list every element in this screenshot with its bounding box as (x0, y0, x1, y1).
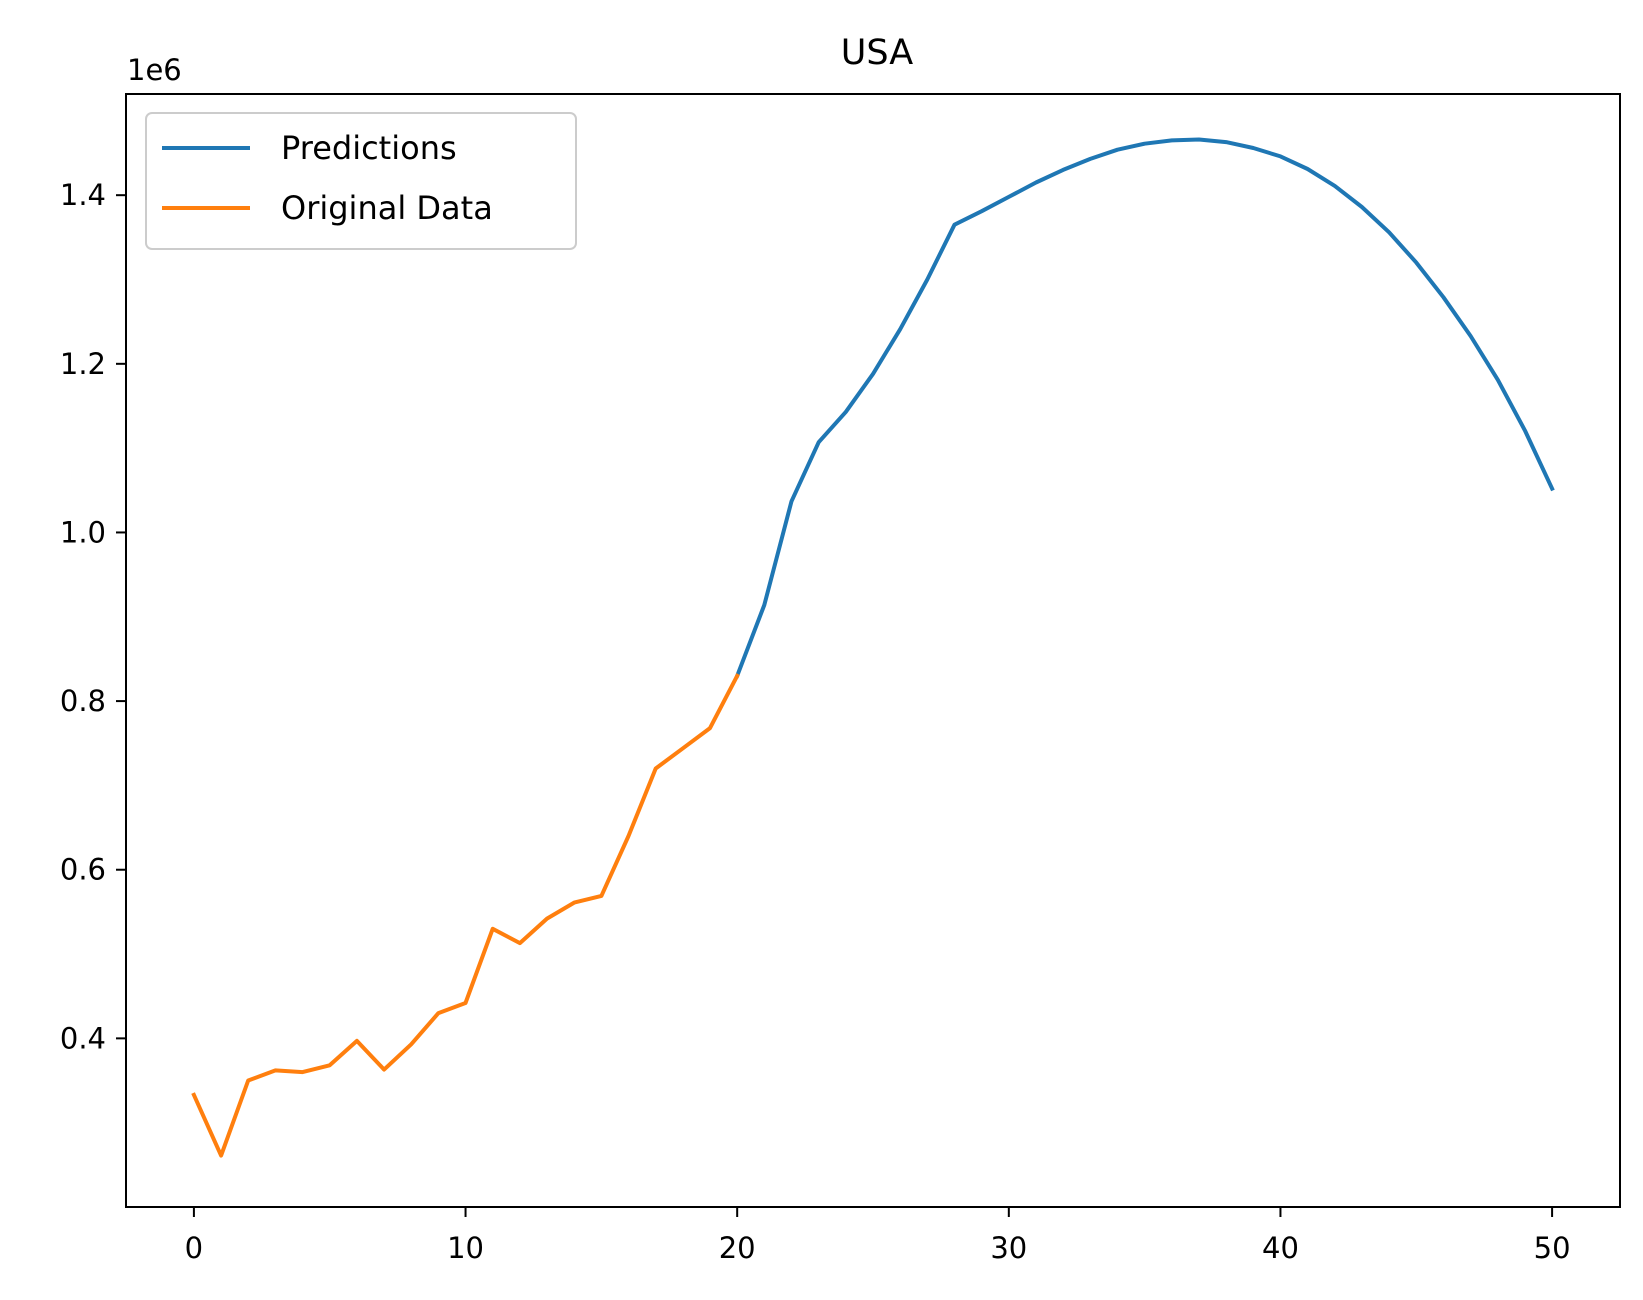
x-tick-label: 10 (447, 1231, 484, 1265)
y-axis: 0.4 0.6 0.8 1.0 1.2 1.4 (60, 178, 126, 1055)
x-tick-label: 40 (1262, 1231, 1299, 1265)
y-tick-label: 1.2 (60, 347, 106, 381)
y-tick-label: 0.8 (60, 684, 106, 718)
legend-box (145, 112, 577, 250)
x-tick-label: 30 (990, 1231, 1027, 1265)
x-tick-label: 20 (719, 1231, 756, 1265)
series-layer (191, 137, 1555, 1158)
y-axis-offset-label: 1e6 (127, 53, 182, 87)
chart-title: USA (841, 33, 913, 73)
series-line-predictions (734, 137, 1555, 679)
y-tick-label: 0.6 (60, 853, 106, 887)
plot-area: 0 10 20 30 40 50 0.4 0.6 0.8 1.0 1.2 1.4 (60, 93, 1621, 1265)
legend-label-original-data: Original Data (281, 189, 493, 227)
axes-frame (125, 93, 1621, 1208)
series-line-original-data (191, 673, 740, 1158)
legend: Predictions Original Data (145, 112, 577, 250)
y-tick-label: 1.0 (60, 515, 106, 549)
legend-label-predictions: Predictions (281, 129, 457, 167)
x-axis: 0 10 20 30 40 50 (185, 1207, 1571, 1265)
y-tick-label: 1.4 (60, 178, 106, 212)
y-tick-label: 0.4 (60, 1021, 106, 1055)
x-tick-label: 50 (1534, 1231, 1571, 1265)
x-tick-label: 0 (185, 1231, 203, 1265)
